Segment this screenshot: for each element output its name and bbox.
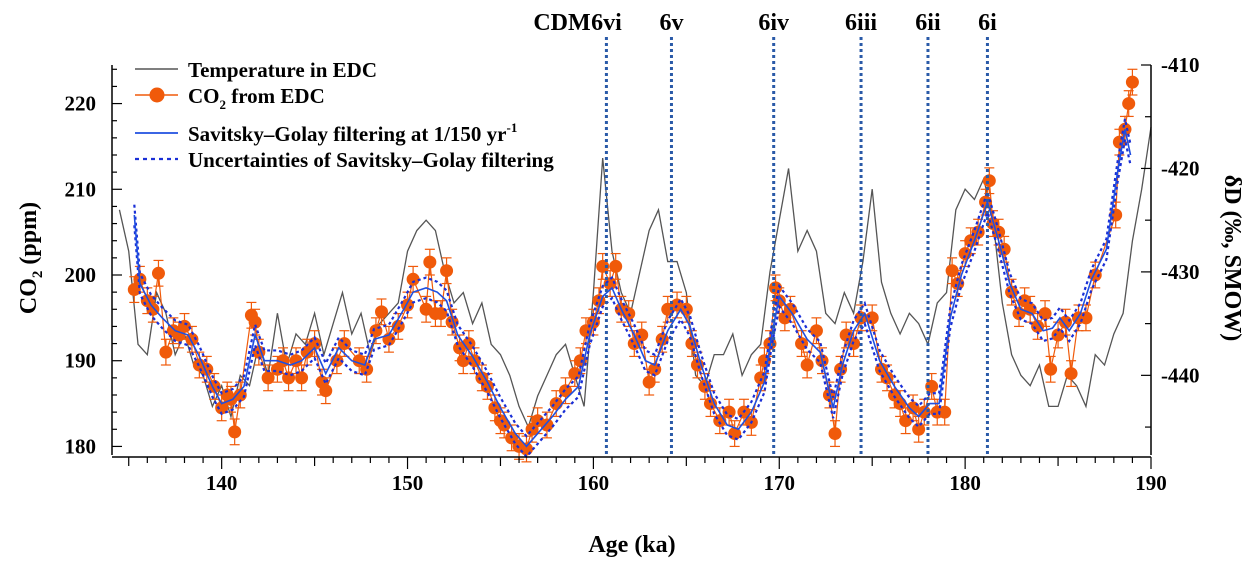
co2-data-point: [912, 422, 926, 436]
temperature-series-line: [118, 126, 1152, 429]
event-marker-label: 6ii: [915, 10, 941, 36]
x-tick-label: 140: [206, 471, 238, 495]
y-left-tick-label: 210: [65, 177, 97, 201]
co2-data-point: [1125, 75, 1139, 89]
co2-data-point: [596, 259, 610, 273]
co2-data-point: [159, 345, 173, 359]
co2-data-point: [1044, 362, 1058, 376]
co2-data-point: [951, 277, 965, 291]
event-marker-label: 6iv: [758, 10, 789, 36]
co2-data-point: [945, 264, 959, 278]
co2-data-point: [295, 371, 309, 385]
co2-data-point: [151, 266, 165, 280]
co2-data-point: [722, 405, 736, 419]
co2-data-point: [146, 302, 160, 316]
co2-data-point: [456, 354, 470, 368]
co2-data-point: [497, 418, 511, 432]
co2-data-point: [319, 384, 333, 398]
co2-data-point: [540, 418, 554, 432]
legend-swatch-co2-marker: [149, 87, 165, 103]
co2-data-point: [828, 427, 842, 441]
co2-data-point: [809, 324, 823, 338]
x-tick-label: 160: [578, 471, 610, 495]
co2-data-point: [261, 371, 275, 385]
legend-label-uncertainty: Uncertainties of Savitsky–Golay filterin…: [188, 148, 554, 172]
y-left-tick-label: 220: [65, 92, 97, 116]
y-right-tick-label: -430: [1161, 260, 1200, 284]
co2-data-point: [839, 328, 853, 342]
y-left-tick-label: 200: [65, 263, 97, 287]
event-marker-label: 6iii: [845, 10, 877, 36]
co2-data-point: [1122, 97, 1136, 111]
y-left-tick-label: 190: [65, 349, 97, 373]
co2-data-point: [982, 174, 996, 188]
co2-data-point: [215, 401, 229, 415]
co2-data-point: [568, 367, 582, 381]
legend-label-co2: CO2 from EDC: [188, 84, 325, 112]
co2-data-point: [519, 442, 533, 456]
y-axis-right-label: δD (‰, SMOW): [1219, 175, 1245, 341]
co2-data-point: [228, 425, 242, 439]
co2-data-point: [233, 388, 247, 402]
x-axis-label: Age (ka): [588, 532, 675, 558]
sg-uncertainty-lower: [133, 139, 1132, 459]
co2-data-point: [282, 371, 296, 385]
co2-data-point: [1064, 367, 1078, 381]
legend-label-sg: Savitsky–Golay filtering at 1/150 yr-1: [188, 120, 517, 146]
co2-data-point: [375, 305, 389, 319]
co2-data-point: [893, 397, 907, 411]
co2-data-point: [642, 375, 656, 389]
co2-data-point: [440, 264, 454, 278]
co2-data-point: [1059, 315, 1073, 329]
co2-data-point: [603, 277, 617, 291]
co2-data-point: [360, 362, 374, 376]
y-right-tick-label: -410: [1161, 53, 1200, 77]
co2-data-point: [488, 401, 502, 415]
co2-data-point: [679, 302, 693, 316]
co2-data-point: [899, 414, 913, 428]
y-left-tick-label: 180: [65, 434, 97, 458]
marker-prefix-label: CDM: [533, 10, 590, 36]
co2-data-point: [248, 315, 262, 329]
sg-filter-line: [133, 129, 1132, 448]
co2-data-point: [800, 358, 814, 372]
event-marker-label: 6v: [659, 10, 683, 36]
co2-data-point: [406, 272, 420, 286]
legend: Temperature in EDC CO2 from EDC Savitsky…: [135, 58, 554, 172]
y-right-tick-label: -420: [1161, 156, 1200, 180]
event-marker-label: 6i: [978, 10, 997, 36]
x-tick-label: 150: [392, 471, 424, 495]
co2-data-point: [925, 379, 939, 393]
x-tick-label: 180: [949, 471, 981, 495]
sg-uncertainty-upper: [133, 118, 1132, 438]
y-axis-left-label: CO2 (ppm): [16, 202, 46, 314]
event-marker-label: 6vi: [591, 10, 622, 36]
x-tick-label: 190: [1135, 471, 1167, 495]
co2-data-point: [609, 259, 623, 273]
co2-data-point: [938, 405, 952, 419]
co2-data-point: [1031, 319, 1045, 333]
plot-area: 6vi 6v 6iv 6iii 6ii 6i: [118, 10, 1152, 463]
co2-data-point: [549, 397, 563, 411]
y-right-tick-label: -440: [1161, 363, 1200, 387]
co2-data-point: [127, 283, 141, 297]
x-tick-label: 170: [764, 471, 796, 495]
co2-data-point: [1079, 311, 1093, 325]
co2-data-point: [880, 371, 894, 385]
axes: 140 150 160 170 180 190 180 190 200 210 220 -410 -42…: [65, 53, 1200, 495]
co2-data-point: [423, 255, 437, 269]
co2-data-point: [1023, 302, 1037, 316]
legend-label-temperature: Temperature in EDC: [188, 58, 377, 82]
